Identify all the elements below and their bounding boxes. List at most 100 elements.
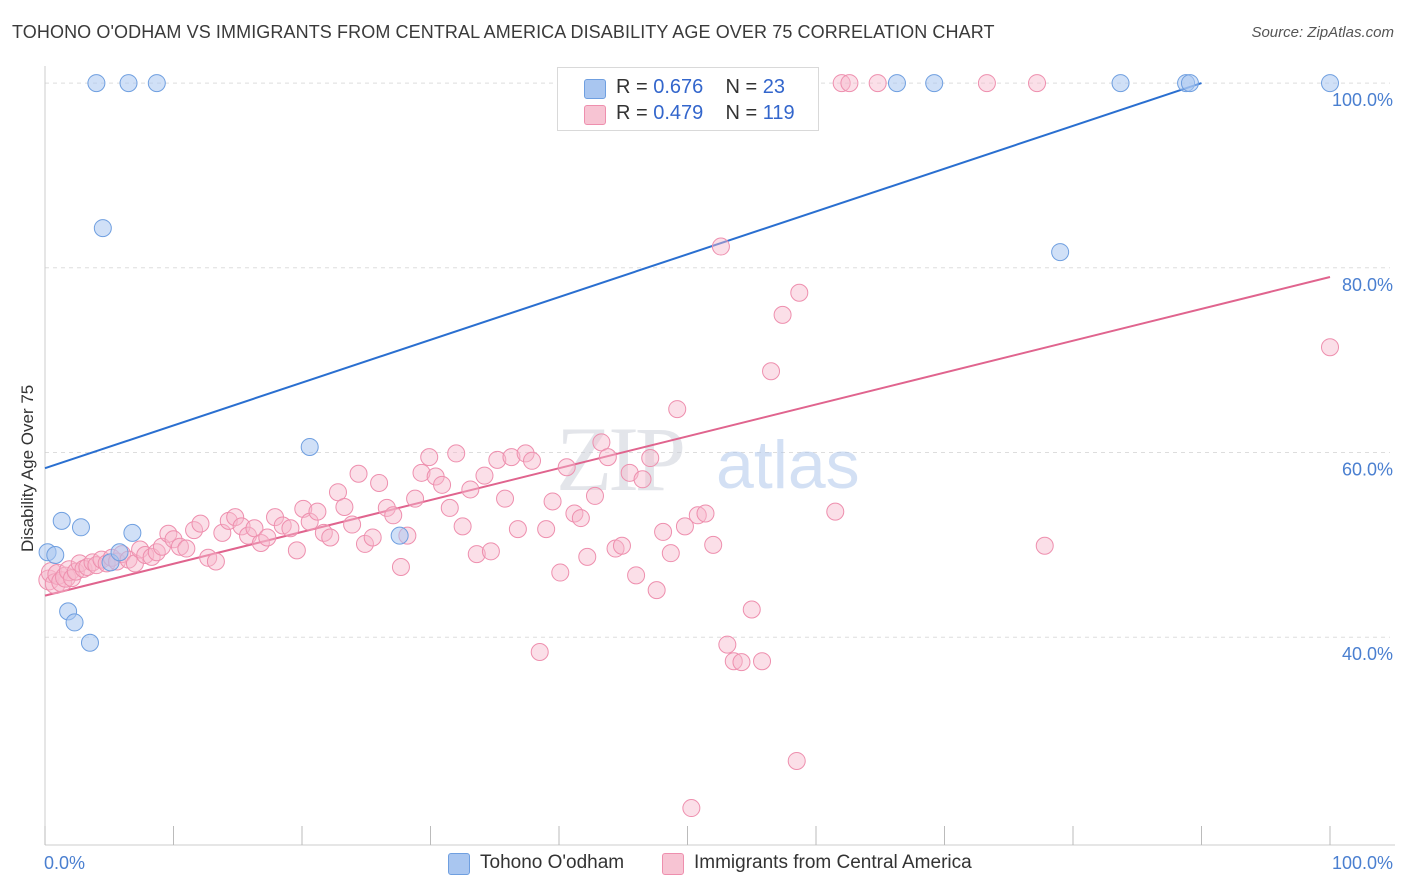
point-central-america: [598, 448, 617, 467]
point-central-america: [136, 546, 155, 565]
point-central-america: [321, 528, 340, 547]
point-central-america: [349, 464, 368, 483]
trendline-tohono: [44, 82, 1202, 470]
point-central-america: [496, 489, 515, 508]
watermark: ZIP atlas: [556, 408, 860, 510]
point-tohono: [1111, 74, 1130, 93]
trendline-central-america: [44, 276, 1331, 597]
point-tohono: [110, 543, 129, 562]
point-tohono: [1180, 74, 1199, 93]
y-tick-label: 100.0%: [1332, 90, 1393, 110]
point-central-america: [206, 552, 225, 571]
point-central-america: [654, 522, 673, 541]
watermark-zip: ZIP: [556, 408, 683, 510]
point-tohono: [147, 74, 166, 93]
point-central-america: [1321, 338, 1339, 357]
point-central-america: [363, 528, 382, 547]
point-tohono: [65, 613, 84, 632]
point-central-america: [762, 362, 781, 381]
point-central-america: [355, 534, 374, 553]
point-central-america: [308, 502, 327, 521]
point-central-america: [406, 489, 425, 508]
legend-r-value: 0.479: [653, 102, 704, 124]
point-central-america: [467, 545, 486, 564]
point-central-america: [537, 520, 556, 539]
point-central-america: [832, 74, 851, 93]
point-central-america: [433, 475, 452, 494]
point-central-america: [300, 512, 319, 531]
point-central-america: [475, 466, 494, 485]
point-central-america: [516, 444, 535, 463]
point-central-america: [633, 470, 652, 489]
legend-n-label: N =: [725, 76, 758, 98]
point-central-america: [742, 600, 761, 619]
point-central-america: [977, 74, 996, 93]
point-central-america: [488, 450, 507, 469]
point-central-america: [191, 514, 210, 533]
point-central-america: [1028, 74, 1047, 93]
point-central-america: [502, 448, 521, 467]
point-central-america: [370, 473, 389, 492]
point-central-america: [868, 74, 887, 93]
bottom-legend-label: Immigrants from Central America: [694, 852, 972, 873]
point-central-america: [164, 530, 183, 549]
point-central-america: [185, 521, 204, 540]
point-central-america: [281, 519, 300, 538]
bottom-swatch-pink: [662, 853, 684, 875]
point-central-america: [147, 543, 166, 562]
point-central-america: [159, 524, 178, 543]
point-central-america: [412, 463, 431, 482]
x-tick-label: 0.0%: [44, 853, 85, 873]
point-central-america: [790, 283, 809, 302]
point-tohono: [300, 437, 319, 456]
chart-title: TOHONO O'ODHAM VS IMMIGRANTS FROM CENTRA…: [12, 22, 995, 42]
point-central-america: [647, 581, 666, 600]
point-central-america: [711, 237, 730, 256]
point-tohono: [87, 74, 106, 93]
point-tohono: [71, 518, 90, 537]
point-central-america: [612, 536, 631, 555]
point-central-america: [641, 449, 660, 468]
legend-swatch-blue: [584, 79, 606, 99]
point-central-america: [704, 535, 723, 554]
axes: [44, 66, 1395, 846]
point-tohono: [119, 74, 138, 93]
tick-labels: 40.0% 60.0% 80.0% 100.0% 0.0% 100.0%: [44, 90, 1393, 873]
bottom-legend-label: Tohono O'odham: [480, 852, 625, 873]
point-central-america: [696, 504, 715, 523]
point-central-america: [826, 502, 845, 521]
watermark-atlas: atlas: [716, 427, 860, 503]
legend-swatch-pink: [584, 105, 606, 125]
point-central-america: [753, 652, 772, 671]
point-central-america: [585, 486, 604, 505]
point-central-america: [461, 480, 480, 499]
y-tick-label: 60.0%: [1342, 460, 1393, 480]
point-central-america: [314, 523, 333, 542]
point-central-america: [557, 458, 576, 477]
point-central-america: [343, 515, 362, 534]
point-central-america: [661, 544, 680, 563]
legend: R = 0.676 N = 23 R = 0.479 N = 119: [557, 67, 819, 131]
point-central-america: [384, 506, 403, 525]
point-tohono: [1321, 74, 1339, 93]
point-central-america: [481, 542, 500, 561]
point-central-america: [377, 498, 396, 517]
point-central-america: [508, 520, 527, 539]
source-credit: Source: ZipAtlas.com: [1251, 24, 1394, 41]
point-central-america: [523, 451, 542, 470]
point-central-america: [668, 400, 687, 419]
legend-r-label: R =: [616, 102, 648, 124]
point-central-america: [787, 751, 806, 770]
point-central-america: [226, 508, 245, 527]
point-tohono: [925, 74, 944, 93]
point-central-america: [571, 509, 590, 528]
point-central-america: [258, 528, 277, 547]
point-tohono: [52, 511, 71, 530]
point-central-america: [682, 799, 701, 818]
point-central-america: [453, 517, 472, 536]
point-central-america: [732, 653, 751, 672]
point-central-america: [447, 444, 466, 463]
point-central-america: [578, 547, 597, 566]
point-central-america: [840, 74, 859, 93]
point-central-america: [530, 642, 549, 661]
